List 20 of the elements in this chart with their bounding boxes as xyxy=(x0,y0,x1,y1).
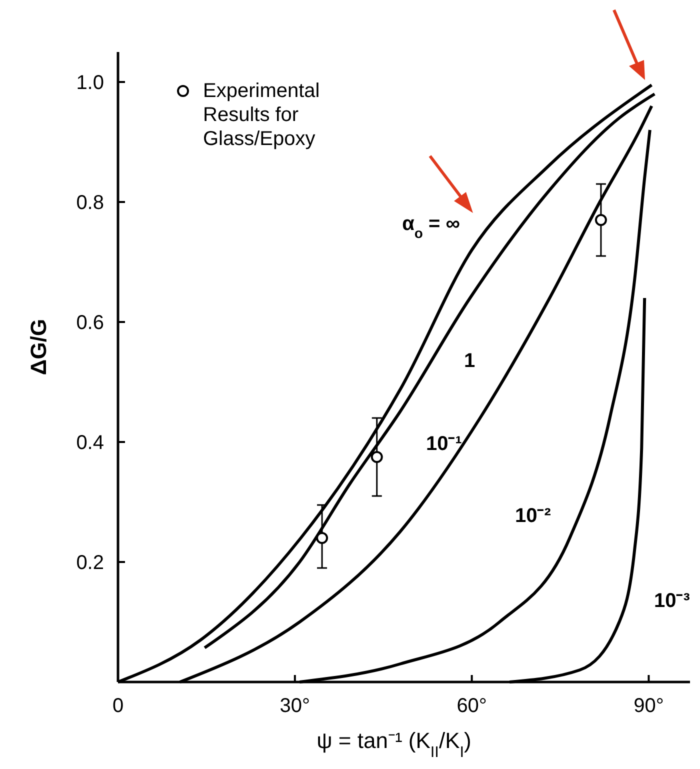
x-tick-label: 90° xyxy=(634,695,664,717)
series-label: 10⁻¹ xyxy=(426,433,462,455)
point xyxy=(594,214,607,226)
y-tick-label: 0.6 xyxy=(76,312,104,334)
legend-label: Experimental Results for Glass/Epoxy xyxy=(203,80,320,150)
x-axis-title: ψ = tan⁻¹ (K$_{II}$/K$_{I}$) xyxy=(316,728,472,760)
y-tick-label: 0.2 xyxy=(76,552,104,574)
y-tick-label: 0.8 xyxy=(76,192,104,214)
y-tick-label: 0.4 xyxy=(76,432,104,454)
series-label: 10⁻² xyxy=(515,505,552,527)
series-label: α$_{o}$ = ∞ xyxy=(402,213,460,241)
series-label: 1 xyxy=(464,350,476,372)
x-tick-label: 0 xyxy=(112,695,124,717)
series-label: 10⁻³ xyxy=(654,590,690,612)
y-axis-title: ΔG/G xyxy=(26,318,51,376)
x-tick-label: 60° xyxy=(456,695,487,717)
x-tick-label: 30° xyxy=(280,695,310,717)
y-tick-label: 1.0 xyxy=(76,72,104,94)
point xyxy=(316,532,328,544)
point xyxy=(370,451,383,463)
